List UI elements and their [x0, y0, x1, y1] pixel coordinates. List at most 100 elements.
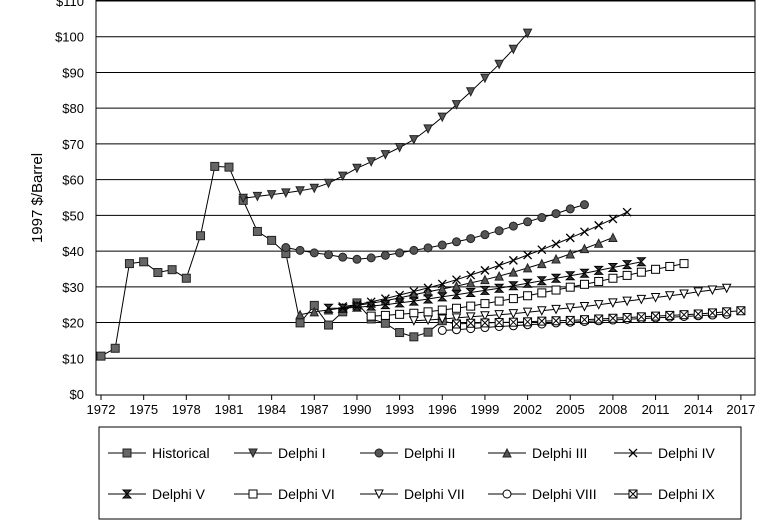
x-tick-label: 1993 [385, 402, 414, 417]
data-point [423, 315, 433, 326]
data-point [651, 311, 661, 321]
data-point [380, 310, 390, 320]
x-tick-label: 2008 [598, 402, 627, 417]
data-point [537, 213, 547, 223]
data-point [252, 191, 263, 202]
data-point [423, 283, 433, 293]
data-point [196, 231, 206, 241]
data-point [409, 287, 419, 296]
data-point [579, 301, 590, 312]
data-point [281, 188, 291, 198]
gridlines [96, 0, 755, 359]
data-point [437, 325, 447, 335]
data-point [721, 283, 732, 294]
data-point [494, 260, 504, 270]
legend-label: Delphi VII [404, 486, 465, 502]
data-point [550, 273, 562, 283]
data-point [466, 301, 476, 311]
data-point [480, 274, 490, 285]
data-point [551, 253, 561, 264]
data-point [480, 265, 490, 275]
x-tick-label: 1978 [172, 402, 201, 417]
data-point [551, 239, 561, 249]
x-tick-label: 2014 [684, 402, 713, 417]
data-point [608, 214, 618, 224]
data-point [593, 300, 604, 310]
data-point [493, 283, 505, 293]
data-point [309, 306, 320, 317]
x-tick-label: 2005 [556, 402, 585, 417]
data-point [551, 304, 561, 315]
series [409, 283, 732, 326]
data-point [502, 489, 512, 499]
data-point [494, 226, 504, 236]
data-point [537, 316, 547, 326]
data-point [465, 288, 476, 298]
data-point [351, 302, 363, 312]
series-line [285, 204, 585, 260]
legend-item: Delphi VII [360, 486, 465, 502]
data-point [451, 303, 461, 313]
data-point [636, 257, 647, 267]
data-point [480, 299, 490, 309]
y-tick-label: $30 [62, 280, 84, 295]
data-point [621, 260, 633, 270]
data-point [110, 343, 120, 353]
data-point [508, 317, 518, 327]
data-point [508, 44, 519, 55]
data-point [494, 310, 504, 320]
data-point [502, 447, 512, 458]
data-point [665, 261, 675, 271]
legend-label: Delphi II [404, 445, 455, 461]
legend-item: Delphi IX [614, 486, 715, 502]
data-point [366, 311, 376, 321]
legend-item: Delphi IV [614, 445, 715, 461]
data-point [523, 217, 533, 227]
data-point [593, 238, 604, 248]
x-tick-label: 1996 [428, 402, 457, 417]
data-point [409, 245, 419, 255]
data-point [608, 298, 618, 309]
data-point [537, 258, 547, 269]
data-point [494, 296, 504, 306]
data-point [423, 124, 433, 135]
data-point [181, 273, 191, 283]
data-point [437, 314, 448, 325]
data-point [608, 313, 618, 323]
data-point [651, 264, 661, 274]
data-point [267, 235, 277, 245]
data-point [395, 328, 405, 338]
data-point [494, 270, 504, 281]
data-point [365, 301, 377, 311]
data-point [679, 259, 689, 269]
data-point [466, 234, 476, 244]
data-point [423, 307, 433, 317]
y-tick-label: $60 [62, 173, 84, 188]
data-point [508, 309, 519, 319]
y-tick-label: $70 [62, 137, 84, 152]
data-point [451, 237, 461, 247]
legend-item: Delphi II [360, 445, 455, 461]
data-point [96, 351, 106, 361]
x-tick-label: 1972 [87, 402, 116, 417]
data-point [465, 277, 476, 288]
data-point [451, 100, 462, 110]
data-point [465, 87, 476, 97]
data-point [522, 278, 533, 288]
data-point [707, 308, 717, 318]
data-point [607, 263, 619, 273]
data-point [608, 232, 618, 243]
data-point [579, 279, 589, 289]
legend-label: Delphi III [532, 445, 587, 461]
y-tick-label: $50 [62, 208, 84, 223]
data-point [579, 243, 590, 254]
data-point [422, 294, 434, 304]
legend-item: Delphi I [234, 445, 325, 461]
data-point [309, 248, 319, 258]
data-point [551, 285, 561, 295]
data-point [622, 270, 632, 280]
data-point [579, 268, 590, 278]
data-point [395, 309, 405, 319]
x-tick-label: 1987 [300, 402, 329, 417]
data-point [366, 253, 376, 263]
